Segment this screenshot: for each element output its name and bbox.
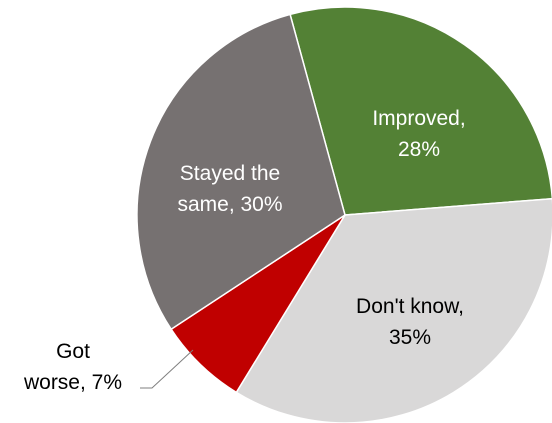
slice-label-line: Got [56, 340, 90, 363]
slice-label-line: Improved, [372, 107, 465, 130]
pie-slice-improved [289, 6, 552, 216]
slice-label-don-t-know: Don't know, 35% [356, 295, 464, 349]
slice-label-line: Stayed the [180, 162, 280, 185]
slice-label-line: Don't know, [356, 295, 464, 318]
leader-line-got-worse [140, 349, 194, 389]
slice-label-line: same, 30% [177, 193, 282, 216]
slice-label-line: 35% [389, 326, 431, 349]
slice-label-stayed-the-same: Stayed the same, 30% [177, 162, 282, 216]
pie-slice-don-t-know [235, 197, 552, 423]
slice-label-line: 28% [398, 138, 440, 161]
slice-label-improved: Improved, 28% [372, 107, 465, 161]
slice-label-got-worse: Got worse, 7% [23, 340, 122, 394]
pie-slice-stayed-the-same [136, 13, 346, 331]
slice-label-line: worse, 7% [23, 371, 122, 394]
